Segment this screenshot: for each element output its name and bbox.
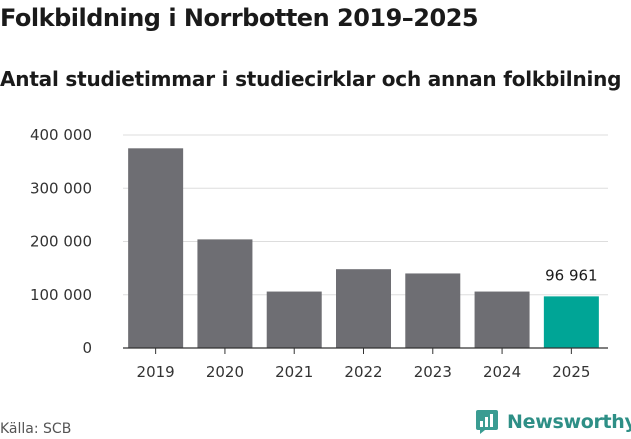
bar-2023	[405, 273, 461, 348]
chart-subtitle: Antal studietimmar i studiecirklar och a…	[0, 67, 622, 91]
x-tick-label: 2020	[206, 363, 244, 381]
source-note: Källa: SCB	[0, 421, 72, 437]
x-tick-label: 2021	[275, 363, 313, 381]
y-axis-ticks: 0 100 000 200 000 300 000 400 000	[30, 126, 92, 357]
y-tick-label: 400 000	[30, 126, 92, 144]
brand-name: Newsworthy	[507, 411, 631, 433]
newsworthy-logo-icon	[476, 410, 498, 434]
data-labels: 96 961	[545, 266, 598, 284]
bar-2025	[543, 296, 599, 348]
bar-2021	[266, 291, 322, 348]
x-tick-label: 2019	[137, 363, 175, 381]
bar-2022	[336, 269, 391, 348]
y-tick-label: 300 000	[30, 179, 92, 197]
x-tick-label: 2022	[344, 363, 382, 381]
x-axis: 2019 2020 2021 2022 2023 2024 2025	[123, 347, 608, 381]
bar-2019	[128, 148, 184, 348]
x-tick-label: 2023	[414, 363, 452, 381]
chart-title: Folkbildning i Norrbotten 2019–2025	[0, 4, 479, 32]
bar-2024	[474, 291, 530, 348]
y-tick-label: 200 000	[30, 233, 92, 251]
bars	[128, 148, 599, 348]
x-tick-label: 2024	[483, 363, 521, 381]
y-tick-label: 100 000	[30, 286, 92, 304]
x-tick-label: 2025	[552, 363, 590, 381]
y-tick-label: 0	[82, 339, 92, 357]
brand: Newsworthy	[475, 408, 631, 436]
bar-2020	[197, 239, 253, 348]
data-label-highlight: 96 961	[545, 266, 598, 284]
